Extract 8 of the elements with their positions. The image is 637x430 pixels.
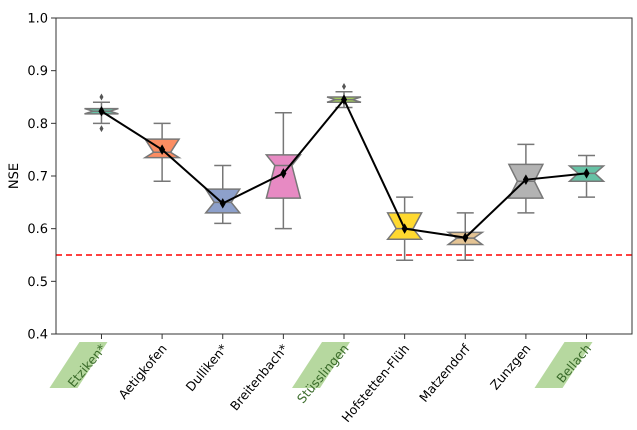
- y-tick-label: 0.6: [27, 222, 48, 238]
- y-tick-label: 0.4: [27, 328, 48, 343]
- y-tick-label: 0.8: [27, 116, 48, 132]
- y-tick-label: 0.7: [27, 170, 48, 185]
- y-tick-label: 0.5: [27, 274, 48, 290]
- y-tick-label: 1.0: [27, 12, 48, 27]
- y-tick-label: 0.9: [27, 64, 48, 80]
- y-axis-title: NSE: [7, 162, 22, 190]
